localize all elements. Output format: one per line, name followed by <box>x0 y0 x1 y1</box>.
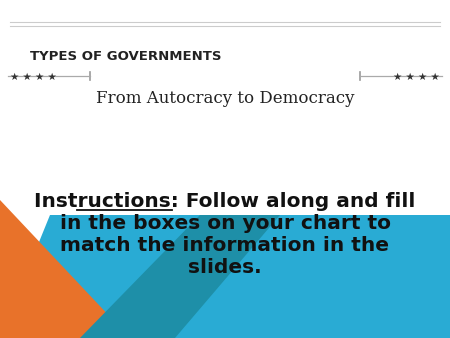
Text: From Autocracy to Democracy: From Autocracy to Democracy <box>96 90 354 107</box>
Polygon shape <box>0 215 450 338</box>
Text: ★ ★ ★ ★: ★ ★ ★ ★ <box>10 72 57 82</box>
Text: Instructions: Follow along and fill
in the boxes on your chart to
match the info: Instructions: Follow along and fill in t… <box>34 192 416 277</box>
Text: TYPES OF GOVERNMENTS: TYPES OF GOVERNMENTS <box>30 50 221 63</box>
Polygon shape <box>80 215 280 338</box>
Polygon shape <box>0 200 130 338</box>
Text: ★ ★ ★ ★: ★ ★ ★ ★ <box>393 72 440 82</box>
